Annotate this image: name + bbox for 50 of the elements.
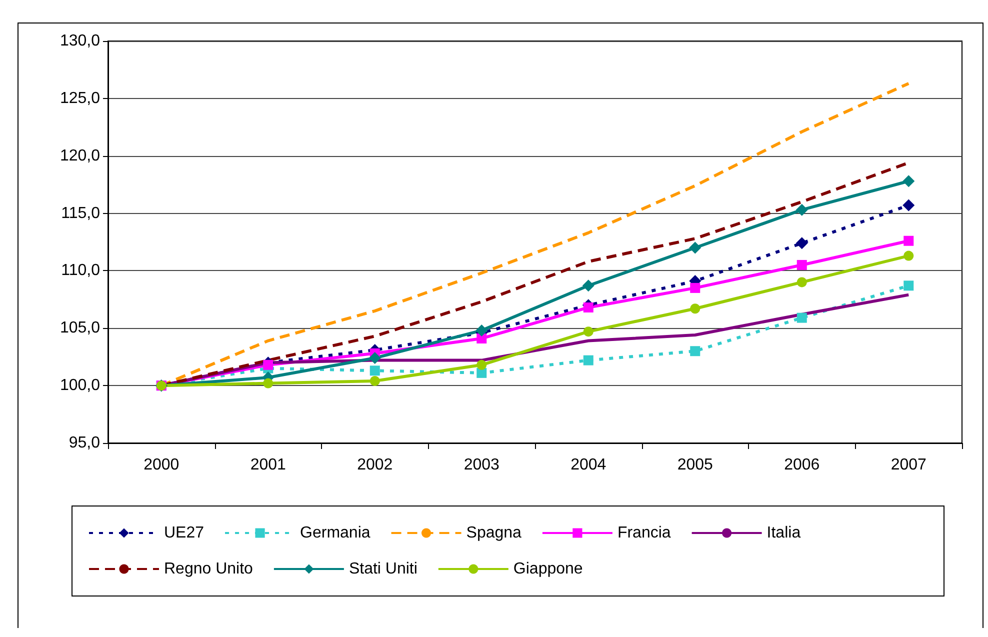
point <box>690 282 700 293</box>
point <box>796 204 808 216</box>
x-tick-label: 2002 <box>357 456 393 474</box>
point <box>583 355 594 366</box>
point <box>263 378 274 388</box>
legend-label: UE27 <box>164 524 204 542</box>
point <box>904 250 914 261</box>
y-tick-label: 110,0 <box>61 262 100 280</box>
point <box>902 175 915 188</box>
point <box>370 376 380 386</box>
y-tick-label: 115,0 <box>61 204 100 222</box>
point <box>263 360 274 370</box>
y-tick-label: 105,0 <box>60 320 100 337</box>
y-tick-label: 130,0 <box>60 32 100 50</box>
point <box>583 302 594 312</box>
point <box>690 304 700 314</box>
point <box>904 280 914 291</box>
point <box>796 237 808 250</box>
y-tick-label: 120,0 <box>60 147 100 164</box>
point <box>583 326 594 337</box>
x-tick-label: 2007 <box>890 456 927 474</box>
y-tick-label: 95,0 <box>68 434 100 452</box>
legend-label: Giappone <box>513 560 583 578</box>
point <box>476 360 487 370</box>
point <box>476 324 488 336</box>
point <box>476 333 487 344</box>
point <box>368 352 381 364</box>
legend-label: Italia <box>766 524 801 542</box>
legend-label: Francia <box>617 524 671 542</box>
point <box>690 346 700 356</box>
point <box>796 277 807 288</box>
x-tick-label: 2000 <box>144 456 180 474</box>
y-tick-label: 100,0 <box>60 377 100 394</box>
x-tick-label: 2003 <box>464 456 500 474</box>
point <box>796 260 807 270</box>
y-tick-label: 125,0 <box>60 90 100 107</box>
x-tick-label: 2006 <box>784 456 820 474</box>
point <box>904 236 914 246</box>
legend-label: Regno Unito <box>164 560 254 578</box>
point <box>582 280 594 292</box>
x-tick-label: 2004 <box>570 456 606 474</box>
legend-label: Stati Uniti <box>348 560 418 578</box>
legend-label: Spagna <box>466 524 522 542</box>
point <box>689 242 702 254</box>
legend-label: Germania <box>300 524 370 542</box>
point <box>902 199 915 212</box>
point <box>370 366 380 376</box>
point <box>796 312 807 323</box>
x-tick-label: 2005 <box>677 456 714 474</box>
x-tick-label: 2001 <box>250 456 286 474</box>
